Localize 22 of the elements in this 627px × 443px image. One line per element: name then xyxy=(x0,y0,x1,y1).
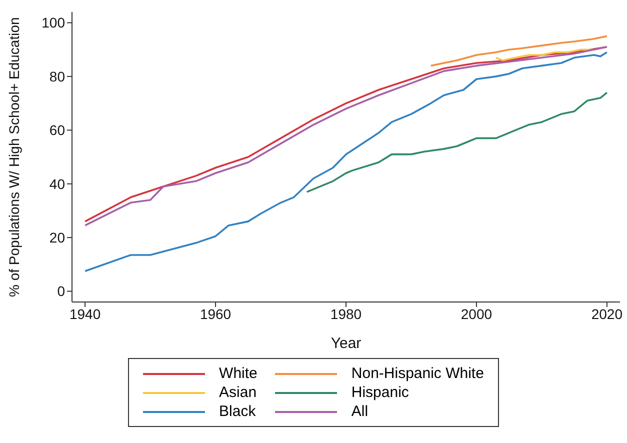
legend-label: Black xyxy=(219,403,256,420)
line-series xyxy=(306,92,608,193)
x-tick-label: 2020 xyxy=(591,306,623,322)
x-tick-label: 1960 xyxy=(200,306,232,322)
legend-label: All xyxy=(351,403,368,420)
x-tick-label: 1940 xyxy=(69,306,101,322)
x-axis-title: Year xyxy=(330,335,362,352)
y-tick-label: 100 xyxy=(42,14,66,31)
y-tick-label: 60 xyxy=(49,122,66,138)
legend-label: White xyxy=(219,365,258,382)
x-tick-label: 1980 xyxy=(330,306,362,322)
legend-label: Asian xyxy=(219,384,257,401)
x-tick-label: 2000 xyxy=(460,306,492,322)
y-tick-label: 80 xyxy=(49,68,66,84)
y-tick-label: 40 xyxy=(49,176,66,192)
y-tick-label: 0 xyxy=(57,283,66,300)
legend-label: Non-Hispanic White xyxy=(351,365,484,382)
y-tick-label: 20 xyxy=(49,230,66,246)
line-series xyxy=(430,35,608,67)
y-axis-title: % of Populations W/ High School+ Education xyxy=(6,17,22,297)
line-series xyxy=(84,51,608,272)
legend-label: Hispanic xyxy=(351,384,409,401)
